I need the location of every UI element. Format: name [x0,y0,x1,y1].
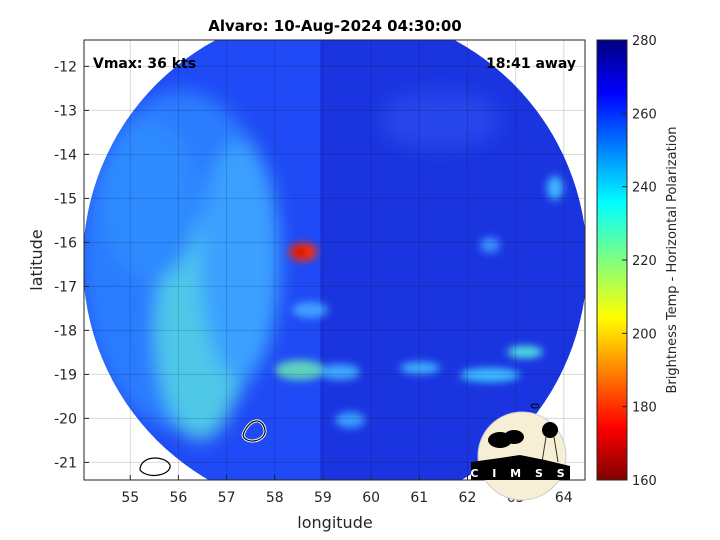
time-away-annotation: 18:41 away [486,56,576,72]
colorbar-label: Brightness Temp - Horizontal Polarizatio… [665,126,680,393]
y-tick-label: -19 [54,367,77,383]
y-tick-label: -13 [54,103,77,119]
x-tick-label: 58 [266,490,284,506]
colorbar-tick-label: 260 [632,107,657,122]
x-tick-label: 56 [170,490,188,506]
x-tick-label: 62 [459,490,477,506]
y-axis: -12 -13 -14 -15 -16 -17 -18 -19 -20 -21 [54,59,89,471]
colorbar-tick-label: 220 [632,254,657,269]
vmax-annotation: Vmax: 36 kts [93,56,196,72]
colorbar-tick-label: 240 [632,181,657,196]
coastline [139,457,171,477]
logo-text: C I M S S [470,467,569,480]
y-tick-label: -18 [54,323,77,339]
chart-title: Alvaro: 10-Aug-2024 04:30:00 [208,17,462,35]
y-tick-label: -15 [54,191,77,207]
colorbar-tick-label: 200 [632,327,657,342]
cimss-logo: C I M S S [470,411,570,501]
x-tick-label: 55 [121,490,139,506]
y-tick-label: -12 [54,59,77,75]
x-tick-label: 57 [218,490,236,506]
colorbar-tick-label: 160 [632,474,657,489]
y-tick-label: -20 [54,411,77,427]
x-tick-label: 61 [410,490,428,506]
y-tick-label: -21 [54,455,77,471]
colorbar-axis: 280 260 240 220 200 180 160 [622,34,657,489]
y-tick-label: -16 [54,235,77,251]
colorbar-tick-label: 180 [632,401,657,416]
x-tick-label: 60 [362,490,380,506]
y-axis-label: latitude [27,229,46,290]
axes-box [83,39,586,481]
x-axis-label: longitude [297,513,372,532]
grid [84,40,585,480]
x-tick-label: 59 [314,490,332,506]
y-tick-label: -17 [54,279,77,295]
x-axis: 55565758596061626364 [121,475,573,506]
colorbar-tick-label: 280 [632,34,657,49]
x-tick-label: 64 [555,490,573,506]
y-tick-label: -14 [54,147,77,163]
